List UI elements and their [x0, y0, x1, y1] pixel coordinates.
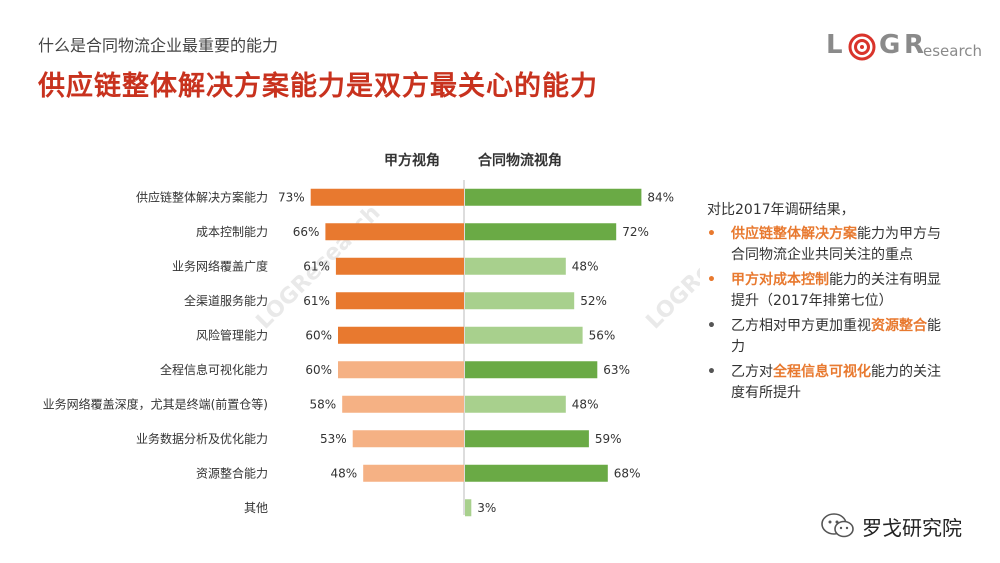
chart-row: 风险管理能力 60% 56% [196, 326, 616, 344]
category-label: 其他 [244, 501, 268, 515]
page-title: 供应链整体解决方案能力是双方最关心的能力 [38, 71, 598, 102]
bar-left [335, 257, 464, 275]
bar-right-value: 84% [647, 190, 674, 204]
bullet-icon: • [707, 364, 716, 380]
bar-left [352, 430, 464, 448]
chart-row: 供应链整体解决方案能力 73% 84% [136, 188, 674, 206]
bar-right [465, 395, 566, 413]
bar-right [465, 188, 642, 206]
bar-right-value: 59% [595, 432, 622, 446]
watermark-text: LOGResearch [642, 200, 700, 334]
bar-left-value: 60% [305, 328, 332, 342]
chart-row: 资源整合能力 48% 68% [196, 464, 641, 482]
watermark: LOGResearch [642, 200, 700, 334]
bullet-icon: • [707, 318, 716, 334]
bar-right-value: 68% [614, 466, 641, 480]
category-label: 业务网络覆盖深度，尤其是终端(前置仓等) [43, 396, 268, 411]
category-label: 全程信息可视化能力 [160, 362, 268, 377]
notes-panel: 对比2017年调研结果， • 供应链整体解决方案能力为甲方与合同物流企业共同关注的… [707, 200, 947, 408]
bar-right-value: 52% [580, 294, 607, 308]
wechat-icon [821, 513, 854, 538]
bar-right [465, 464, 608, 482]
bar-left-value: 66% [293, 225, 320, 239]
category-label: 供应链整体解决方案能力 [136, 189, 268, 204]
category-label: 全渠道服务能力 [184, 293, 268, 308]
bar-left-value: 73% [278, 190, 305, 204]
chart-row: 业务网络覆盖广度 61% 48% [172, 257, 599, 275]
bar-left-value: 58% [310, 397, 337, 411]
chart-row: 成本控制能力 66% 72% [196, 223, 649, 241]
note-text: 乙方相对甲方更加重视 [731, 318, 871, 334]
notes-intro: 对比2017年调研结果， [707, 202, 855, 218]
bar-left [338, 361, 464, 379]
bar-right [465, 292, 575, 310]
note-highlight: 资源整合 [871, 318, 927, 334]
chart-row: 其他 3% [244, 499, 496, 517]
bar-left-value: 61% [303, 294, 330, 308]
bar-left [335, 292, 464, 310]
bar-left [338, 326, 464, 344]
bar-right-value: 48% [572, 259, 599, 273]
note-text: 乙方对 [731, 364, 773, 380]
chart-row: 业务数据分析及优化能力 53% 59% [136, 430, 622, 448]
note-item: • 乙方相对甲方更加重视资源整合能力 [707, 316, 947, 358]
note-highlight: 甲方对成本控制 [731, 272, 829, 288]
category-label: 成本控制能力 [196, 225, 268, 239]
logo-letter-l: L [826, 30, 843, 60]
legend-right-header: 合同物流视角 [478, 152, 562, 169]
bar-left-value: 48% [331, 466, 358, 480]
wechat-label: 罗戈研究院 [862, 516, 962, 540]
note-text: 能力为甲方与合同物流企业共同关注的重点 [731, 226, 941, 263]
logo-letter-g: G [879, 30, 901, 60]
bar-right [465, 499, 472, 517]
chart-row: 业务网络覆盖深度，尤其是终端(前置仓等) 58% 48% [43, 395, 599, 413]
bar-right [465, 223, 617, 241]
bar-right-value: 3% [477, 501, 496, 515]
chart-row: 全渠道服务能力 61% 52% [184, 292, 607, 310]
bar-right-value: 72% [622, 225, 649, 239]
note-text: 能力 [731, 318, 941, 355]
bar-left-value: 53% [320, 432, 347, 446]
bar-left [342, 395, 464, 413]
category-label: 业务网络覆盖广度 [172, 258, 268, 273]
bullet-icon: • [707, 272, 716, 288]
logo: L G R esearch [826, 30, 986, 64]
bullet-icon: • [707, 226, 716, 242]
diverging-bar-chart: LOGResearch LOGResearch 甲方视角 合同物流视角 供应链整体… [43, 152, 700, 517]
note-item: • 乙方对全程信息可视化能力的关注度有所提升 [707, 362, 947, 404]
bar-left-value: 61% [303, 259, 330, 273]
bar-right [465, 257, 566, 275]
note-item: • 供应链整体解决方案能力为甲方与合同物流企业共同关注的重点 [707, 224, 947, 266]
category-label: 资源整合能力 [196, 465, 268, 480]
bar-left [363, 464, 464, 482]
logo-target-icon [848, 33, 876, 61]
category-label: 风险管理能力 [196, 327, 268, 342]
bar-left [310, 188, 464, 206]
note-text: 能力的关注度有所提升 [731, 364, 941, 401]
note-highlight: 全程信息可视化 [773, 364, 871, 380]
note-item: • 甲方对成本控制能力的关注有明显提升（2017年排第七位） [707, 270, 947, 312]
legend-left-header: 甲方视角 [384, 152, 440, 169]
bar-right [465, 326, 583, 344]
bar-left-value: 60% [305, 363, 332, 377]
logo-research-text: esearch [923, 42, 983, 60]
logo-letter-r: R [904, 30, 925, 60]
chart-row: 全程信息可视化能力 60% 63% [160, 361, 630, 379]
note-text: 能力的关注有明显提升（2017年排第七位） [731, 272, 941, 309]
bar-right [465, 361, 598, 379]
category-label: 业务数据分析及优化能力 [136, 431, 268, 446]
bar-right [465, 430, 589, 448]
page-kicker: 什么是合同物流企业最重要的能力 [38, 36, 279, 55]
bar-left [325, 223, 464, 241]
bar-right-value: 48% [572, 397, 599, 411]
note-highlight: 供应链整体解决方案 [731, 226, 857, 242]
bar-right-value: 63% [603, 363, 630, 377]
bar-right-value: 56% [589, 328, 616, 342]
